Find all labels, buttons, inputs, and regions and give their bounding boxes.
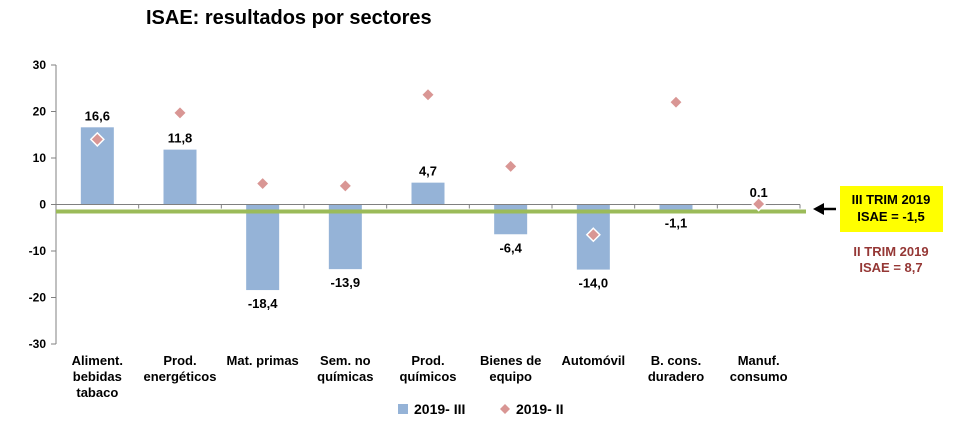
bar bbox=[246, 204, 280, 291]
legend: 2019- III 2019- II bbox=[398, 401, 563, 417]
y-tick-label: -10 bbox=[29, 244, 47, 258]
category-label: Bienes de equipo bbox=[480, 353, 541, 384]
category-label: Prod. energéticos bbox=[144, 353, 217, 384]
plot-area: 30 20 10 0 -10 -20 -30 16,6 11,8 -18,4 -13,9 4,7 -6,… bbox=[29, 58, 806, 400]
category-label: Mat. primas bbox=[227, 353, 299, 368]
category-label: Prod. químicos bbox=[399, 353, 456, 384]
data-label: 11,8 bbox=[168, 131, 193, 146]
annotations: III TRIM 2019 ISAE = -1,5 II TRIM 2019ISAE… bbox=[813, 186, 943, 275]
y-tick-label: -20 bbox=[29, 291, 47, 305]
category-label: Sem. no químicas bbox=[317, 353, 373, 384]
marker-point bbox=[255, 176, 271, 192]
marker-point bbox=[337, 178, 353, 194]
category-label: Automóvil bbox=[562, 353, 626, 368]
data-label: -14,0 bbox=[579, 276, 609, 291]
bar bbox=[163, 149, 197, 205]
data-label: 4,7 bbox=[419, 164, 437, 179]
marker-point bbox=[751, 196, 767, 212]
bar bbox=[494, 204, 528, 235]
y-tick-label: 30 bbox=[33, 58, 47, 72]
legend-label-markers: 2019- II bbox=[516, 401, 563, 417]
y-tick-label: -30 bbox=[29, 337, 47, 351]
category-label: Manuf. consumo bbox=[730, 353, 788, 384]
data-label: -18,4 bbox=[248, 296, 278, 311]
chart-title: ISAE: resultados por sectores bbox=[146, 7, 432, 29]
bar bbox=[411, 182, 445, 205]
bar bbox=[328, 204, 362, 270]
marker-point bbox=[585, 227, 601, 243]
data-label: 0,1 bbox=[750, 185, 768, 200]
current-isae-box bbox=[840, 186, 943, 232]
data-label: -13,9 bbox=[331, 275, 361, 290]
y-tick-label: 0 bbox=[39, 198, 46, 212]
marker-point bbox=[503, 158, 519, 174]
current-isae-text: III TRIM 2019 bbox=[852, 192, 931, 207]
marker-point bbox=[89, 131, 105, 147]
legend-swatch-bars bbox=[398, 404, 408, 414]
y-tick-label: 20 bbox=[33, 105, 47, 119]
arrow-icon bbox=[813, 203, 824, 215]
legend-label-bars: 2019- III bbox=[414, 401, 465, 417]
previous-isae-text: ISAE = 8,7 bbox=[859, 260, 922, 275]
data-label: 16,6 bbox=[85, 108, 110, 123]
previous-isae-text: II TRIM 2019 bbox=[853, 244, 928, 259]
marker-point bbox=[420, 87, 436, 103]
category-label: Aliment. bebidas tabaco bbox=[72, 353, 123, 400]
marker-point bbox=[668, 94, 684, 110]
legend-swatch-markers bbox=[500, 404, 510, 414]
y-tick-label: 10 bbox=[33, 151, 47, 165]
data-label: -6,4 bbox=[499, 240, 522, 255]
category-label: B. cons. duradero bbox=[648, 353, 704, 384]
current-isae-text: ISAE = -1,5 bbox=[857, 209, 925, 224]
marker-point bbox=[172, 105, 188, 121]
bar bbox=[659, 204, 693, 210]
data-label: -1,1 bbox=[665, 216, 687, 231]
